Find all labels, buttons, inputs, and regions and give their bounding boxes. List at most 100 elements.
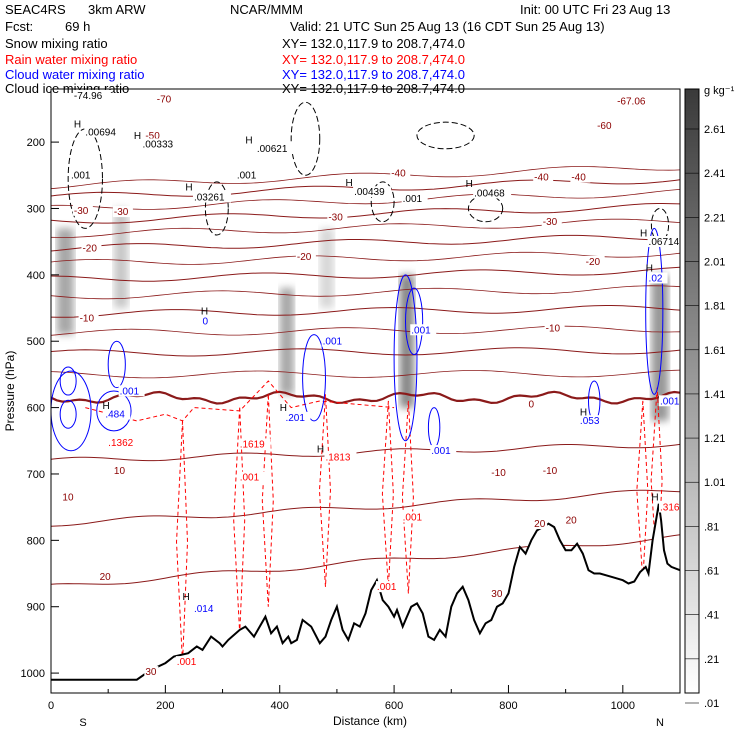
cloud-water-contour xyxy=(588,380,601,422)
isotherm-line xyxy=(51,266,680,282)
contour-label: .001 xyxy=(240,473,260,484)
contour-label: 20 xyxy=(100,572,112,583)
cloud-water-contour xyxy=(107,340,126,389)
y-tick-label: 200 xyxy=(27,137,45,149)
isotherm-line xyxy=(51,203,680,224)
contour-label: 20 xyxy=(534,519,546,530)
contour-label-bg xyxy=(118,385,145,397)
contour-label: 0 xyxy=(528,400,534,411)
contour-label: .001 xyxy=(177,657,197,668)
contour-label-bg xyxy=(390,167,411,179)
contour-label-bg xyxy=(72,204,93,216)
contour-label: -20 xyxy=(297,252,312,263)
endpoint-left: S xyxy=(79,717,86,729)
contour-label: .1619 xyxy=(240,439,265,450)
contour-label-bg xyxy=(155,93,176,105)
contour-label-bg xyxy=(324,451,357,463)
contour-label-bg xyxy=(541,464,562,476)
contour-label: .001 xyxy=(71,171,91,182)
isotherm-line xyxy=(51,347,680,357)
contour-label-bg xyxy=(98,571,113,583)
contour-label-bg xyxy=(570,171,591,183)
colorbar-gradient xyxy=(684,88,700,694)
contour-label-bg xyxy=(401,511,428,523)
valid-time: Valid: 21 UTC Sun 25 Aug 13 (16 CDT Sun … xyxy=(290,19,605,34)
contour-label: .00621 xyxy=(257,144,288,155)
colorbar-label: 1.21 xyxy=(704,433,725,445)
contour-label: .00468 xyxy=(474,189,505,200)
forecast-label: Fcst: xyxy=(5,19,34,34)
x-tick-label: 0 xyxy=(48,700,54,712)
contour-label-bg xyxy=(596,119,617,131)
y-tick-label: 900 xyxy=(27,602,45,614)
contour-label: 30 xyxy=(145,667,157,678)
colorbar-label: 2.41 xyxy=(704,168,725,180)
contour-label-bg xyxy=(616,95,655,107)
y-tick-label: 1000 xyxy=(21,668,45,680)
y-tick-label: 500 xyxy=(27,336,45,348)
contour-labels: -70 -67.06 -60 -50 -40 -40 -40 -30 -30 -30 -30 -20 -… xyxy=(61,89,680,678)
contour-label-bg xyxy=(81,242,102,254)
contour-label-bg xyxy=(107,437,140,449)
contour-label: .03261 xyxy=(194,193,225,204)
contour-label: 0 xyxy=(203,317,209,328)
contour-label: 10 xyxy=(114,466,126,477)
plot-frame xyxy=(50,88,681,694)
contour-label-bg xyxy=(401,192,428,204)
xy-line-snow: XY= 132.0,117.9 to 208.7,474.0 xyxy=(282,36,465,51)
temperature-contours xyxy=(51,166,680,585)
contour-label-bg xyxy=(658,501,680,513)
contour-label-bg xyxy=(255,143,294,155)
contour-label: -50 xyxy=(145,131,160,142)
contour-label: -40 xyxy=(571,173,586,184)
contour-label: 10 xyxy=(62,493,74,504)
field-name-cloud-water: Cloud water mixing ratio xyxy=(5,67,145,82)
cloud-water-contour xyxy=(645,227,664,395)
contour-label: .001 xyxy=(237,171,257,182)
high-marker: H xyxy=(102,401,109,412)
high-marker: H xyxy=(345,178,352,189)
contour-label-bg xyxy=(353,186,392,198)
x-tick-label: 200 xyxy=(156,700,174,712)
isotherm-line xyxy=(51,390,680,405)
high-marker: H xyxy=(651,493,658,504)
contour-label-bg xyxy=(78,312,99,324)
high-marker: H xyxy=(646,264,653,275)
snow-shade-cell xyxy=(319,228,335,309)
rain-contour xyxy=(401,400,414,594)
y-tick-label: 600 xyxy=(27,403,45,415)
contour-label: -30 xyxy=(114,207,129,218)
contour-label-bg xyxy=(533,518,548,530)
contour-label-bg xyxy=(192,191,231,203)
contour-label-bg xyxy=(72,89,111,101)
high-marker: H xyxy=(466,179,473,190)
x-tick-label: 400 xyxy=(271,700,289,712)
colorbar-label: .41 xyxy=(704,610,719,622)
contour-label-bg xyxy=(238,471,265,483)
contour-label-bg xyxy=(410,324,437,336)
isotherm-line xyxy=(51,534,680,585)
high-marker: H xyxy=(317,445,324,456)
contour-label-bg xyxy=(112,464,127,476)
high-marker: H xyxy=(245,135,252,146)
contour-label-bg xyxy=(375,581,402,593)
org-label: NCAR/MMM xyxy=(230,2,303,17)
contour-label: .02 xyxy=(649,273,663,284)
isotherm-line xyxy=(51,443,680,462)
cloud-ice-contour xyxy=(467,194,504,223)
high-marker: H xyxy=(640,228,647,239)
contour-label: .001 xyxy=(120,386,140,397)
colorbar-label: 1.41 xyxy=(704,389,725,401)
cloud-ice-contour xyxy=(370,181,395,223)
contour-label: .00333 xyxy=(142,139,173,150)
contour-label: .014 xyxy=(194,604,214,615)
contour-label: .00694 xyxy=(85,127,116,138)
cloud-water-contour xyxy=(59,366,77,396)
snow-shading-layer xyxy=(56,208,669,421)
contour-label: -20 xyxy=(82,244,97,255)
contour-label-bg xyxy=(235,169,262,181)
contour-label: -30 xyxy=(543,217,558,228)
high-marker: H xyxy=(280,403,287,414)
xy-line-rain: XY= 132.0,117.9 to 208.7,474.0 xyxy=(282,52,465,67)
field-name-rain: Rain water mixing ratio xyxy=(5,52,138,67)
